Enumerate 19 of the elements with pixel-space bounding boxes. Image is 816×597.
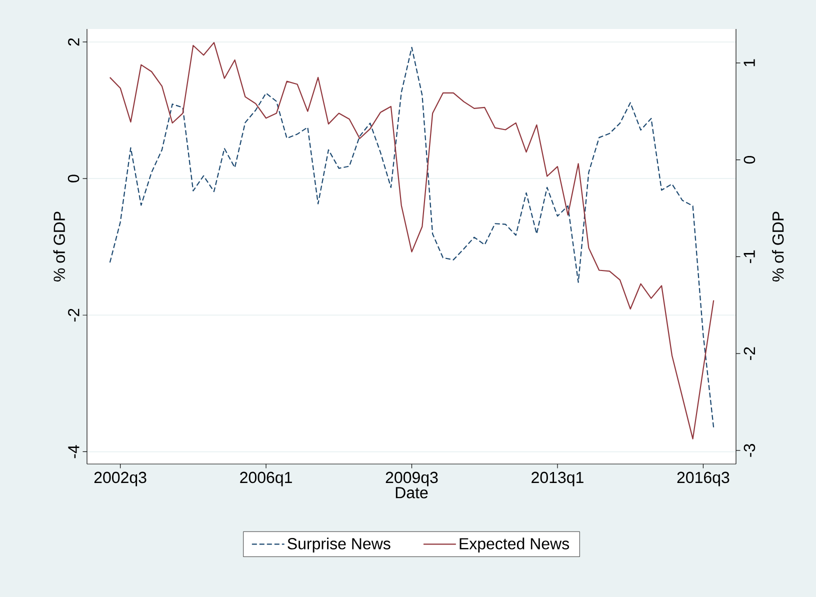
x-axis-title: Date (396, 487, 428, 498)
y-tick-label: -2 (68, 308, 80, 322)
x-tick-label: 2009q3 (386, 472, 438, 486)
y2-tick-label: -3 (744, 444, 756, 457)
x-tick-label: 2016q3 (677, 472, 730, 486)
y-tick-label: 2 (68, 38, 80, 46)
y2-tick-label: -2 (744, 347, 755, 360)
y2-tick-label: 1 (744, 59, 755, 66)
y2-tick-label: -1 (744, 250, 755, 264)
y2-axis-title: % of GDP (772, 212, 784, 282)
x-tick-label: 2006q1 (240, 472, 292, 486)
y2-tick-label: 0 (744, 156, 756, 164)
y-tick-label: 0 (68, 174, 80, 182)
legend-label: Expected News (460, 538, 570, 553)
legend-label: Surprise News (288, 538, 390, 553)
y-axis-title: % of GDP (53, 212, 66, 282)
y-tick-label: -4 (68, 445, 80, 458)
x-tick-label: 2013q1 (532, 472, 584, 486)
x-tick-label: 2002q3 (94, 472, 146, 486)
